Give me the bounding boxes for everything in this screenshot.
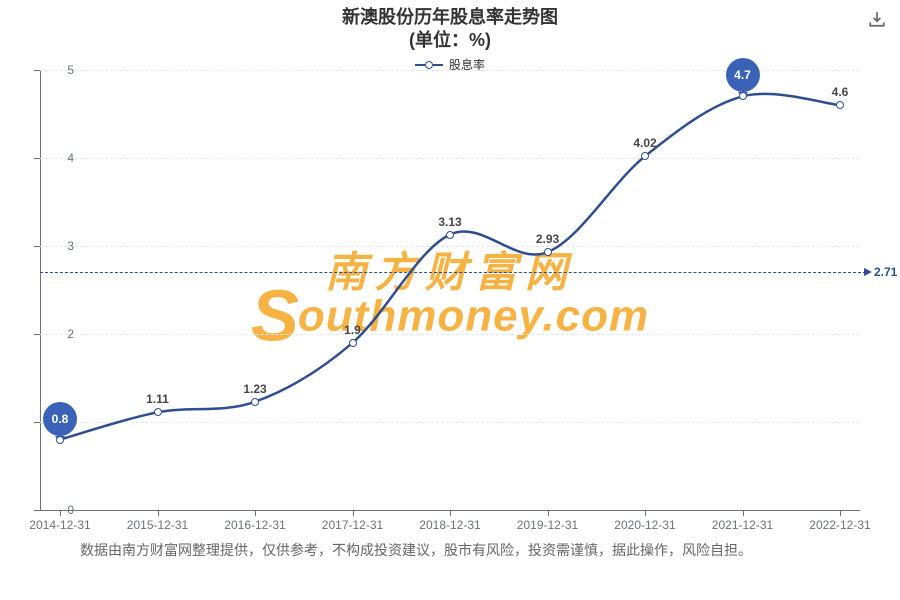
reference-label: 2.71 bbox=[874, 265, 897, 279]
x-tick-label: 2018-12-31 bbox=[419, 518, 480, 532]
x-tick bbox=[840, 510, 841, 516]
x-tick-label: 2017-12-31 bbox=[322, 518, 383, 532]
grid-line bbox=[40, 334, 860, 335]
data-point[interactable] bbox=[739, 92, 747, 100]
y-tick bbox=[34, 422, 40, 423]
y-tick-label: 2 bbox=[67, 327, 74, 341]
emphasis-label: 0.8 bbox=[52, 412, 69, 426]
x-tick-label: 2020-12-31 bbox=[614, 518, 675, 532]
x-tick-label: 2015-12-31 bbox=[127, 518, 188, 532]
y-tick-label: 0 bbox=[67, 503, 74, 517]
x-tick bbox=[255, 510, 256, 516]
reference-arrow-icon bbox=[864, 268, 872, 276]
x-tick bbox=[60, 510, 61, 516]
plot-area: 南方财富网 Southmoney.com 2.710.84.71.111.231… bbox=[40, 70, 860, 510]
data-point-label: 2.93 bbox=[536, 232, 559, 246]
x-tick bbox=[743, 510, 744, 516]
emphasis-label: 4.7 bbox=[734, 68, 751, 82]
y-tick bbox=[34, 334, 40, 335]
grid-line bbox=[40, 422, 860, 423]
watermark: 南方财富网 Southmoney.com bbox=[251, 238, 649, 341]
data-point[interactable] bbox=[836, 101, 844, 109]
legend-dot bbox=[425, 61, 433, 69]
x-tick bbox=[548, 510, 549, 516]
y-axis-line bbox=[40, 70, 41, 510]
data-point[interactable] bbox=[154, 408, 162, 416]
y-tick bbox=[34, 246, 40, 247]
grid-line bbox=[40, 246, 860, 247]
y-tick-label: 4 bbox=[67, 151, 74, 165]
data-point[interactable] bbox=[641, 152, 649, 160]
data-point-label: 4.02 bbox=[633, 136, 656, 150]
data-point[interactable] bbox=[349, 339, 357, 347]
x-tick-label: 2016-12-31 bbox=[224, 518, 285, 532]
data-point[interactable] bbox=[56, 436, 64, 444]
data-point-label: 4.6 bbox=[832, 85, 849, 99]
legend-marker bbox=[415, 61, 443, 69]
data-point-label: 1.11 bbox=[146, 392, 169, 406]
x-tick bbox=[450, 510, 451, 516]
reference-line bbox=[40, 272, 866, 273]
chart-title-line1: 新澳股份历年股息率走势图 bbox=[342, 7, 558, 27]
data-point-label: 1.23 bbox=[243, 382, 266, 396]
data-point-label: 3.13 bbox=[438, 215, 461, 229]
x-tick bbox=[158, 510, 159, 516]
watermark-cn: 南方财富网 bbox=[325, 238, 575, 299]
x-tick-label: 2019-12-31 bbox=[517, 518, 578, 532]
x-tick-label: 2022-12-31 bbox=[809, 518, 870, 532]
data-point[interactable] bbox=[446, 231, 454, 239]
chart-container: 新澳股份历年股息率走势图 (单位：%) 股息率 南方财富网 Southmoney… bbox=[0, 0, 900, 600]
chart-title-line2: (单位：%) bbox=[409, 30, 491, 50]
series-line bbox=[40, 70, 860, 510]
y-tick bbox=[34, 70, 40, 71]
legend-line-left bbox=[415, 64, 425, 66]
y-tick bbox=[34, 158, 40, 159]
disclaimer-text: 数据由南方财富网整理提供，仅供参考，不构成投资建议，股市有风险，投资需谨慎，据此… bbox=[80, 540, 870, 561]
data-point-label: 1.9 bbox=[344, 323, 361, 337]
x-tick-label: 2014-12-31 bbox=[29, 518, 90, 532]
data-point[interactable] bbox=[251, 398, 259, 406]
y-tick-label: 5 bbox=[67, 63, 74, 77]
data-point[interactable] bbox=[544, 248, 552, 256]
legend-line-right bbox=[433, 64, 443, 66]
y-tick bbox=[34, 510, 40, 511]
download-icon[interactable] bbox=[868, 10, 886, 28]
x-tick bbox=[353, 510, 354, 516]
x-tick-label: 2021-12-31 bbox=[712, 518, 773, 532]
chart-title: 新澳股份历年股息率走势图 (单位：%) bbox=[342, 6, 558, 53]
y-tick-label: 3 bbox=[67, 239, 74, 253]
x-tick bbox=[645, 510, 646, 516]
grid-line bbox=[40, 158, 860, 159]
